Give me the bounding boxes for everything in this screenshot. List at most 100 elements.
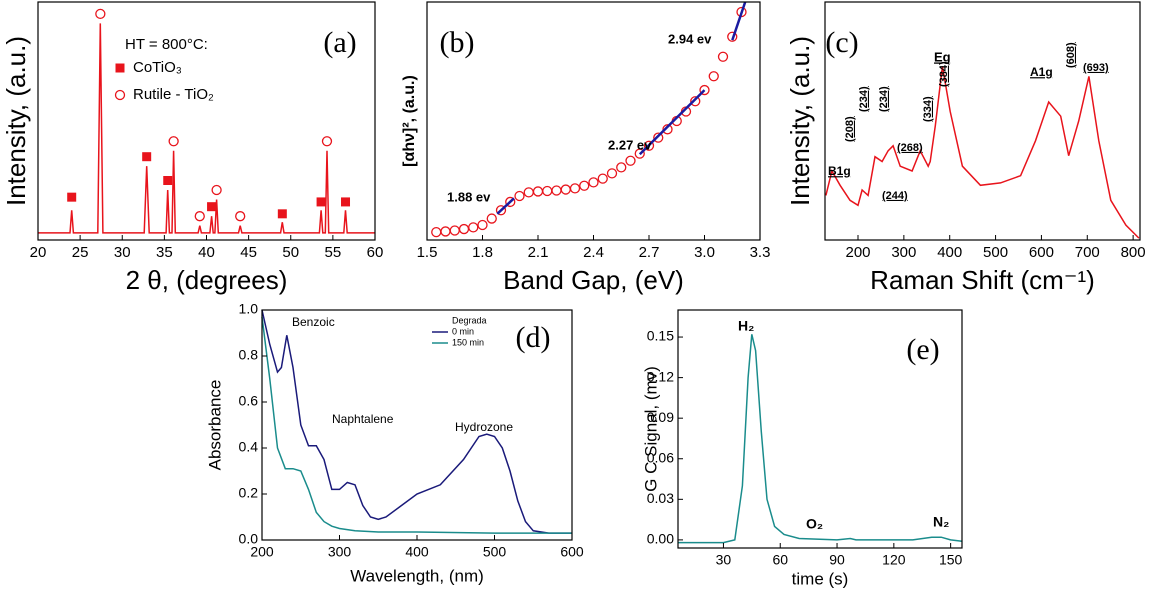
marker: [643, 140, 655, 151]
marker: [588, 177, 599, 188]
marker: [67, 192, 77, 202]
data-line: [731, 1, 747, 41]
marker: [168, 136, 179, 147]
x-axis-label: Raman Shift (cm⁻¹): [870, 265, 1095, 295]
legend-title: Degrada: [452, 315, 487, 325]
marker: [699, 84, 710, 96]
marker: [708, 71, 719, 82]
marker: [523, 187, 534, 198]
x-tick-label: 2.1: [528, 244, 549, 261]
annotation: 1.88 ev: [447, 189, 491, 204]
y-axis-label: Intensity, (a.u.): [785, 36, 815, 206]
y-tick-label: 0.4: [239, 439, 259, 455]
annotation: H₂: [738, 318, 754, 334]
data-line: [638, 89, 706, 156]
marker: [449, 225, 460, 236]
marker: [727, 31, 738, 42]
legend-swatch: [114, 89, 126, 101]
y-axis-label: G C Signal, (mv): [641, 366, 660, 492]
annotation: N₂: [933, 514, 949, 530]
annotation: Benzoic: [292, 315, 335, 329]
annotation: Hydrozone: [455, 420, 513, 434]
x-tick-label: 800: [1121, 244, 1146, 261]
marker: [597, 173, 608, 184]
x-tick-label: 40: [198, 244, 215, 261]
legend-label: Rutile - TiO₂: [133, 86, 214, 103]
x-tick-label: 300: [891, 244, 916, 261]
x-tick-label: 25: [72, 244, 89, 261]
x-axis-label: 2 θ, (degrees): [126, 265, 288, 295]
plot-frame: [677, 309, 963, 549]
marker: [440, 226, 451, 237]
annotation: B1g: [828, 164, 851, 178]
marker: [560, 184, 571, 195]
x-tick-label: 600: [560, 544, 584, 560]
x-tick-label: 55: [325, 244, 342, 261]
x-tick-label: 20: [30, 244, 47, 261]
marker: [316, 197, 326, 207]
x-tick-label: 35: [156, 244, 173, 261]
marker: [532, 186, 544, 197]
x-tick-label: 150: [939, 552, 963, 568]
legend-swatch: [115, 63, 125, 73]
y-tick-label: 0.12: [647, 368, 674, 384]
y-tick-label: 0.03: [647, 490, 674, 506]
annotation: O₂: [806, 516, 823, 532]
x-tick-label: 45: [240, 244, 257, 261]
data-line: [678, 334, 963, 544]
marker: [569, 183, 581, 194]
marker: [653, 132, 664, 143]
marker: [486, 213, 497, 224]
annotation: (244): [882, 190, 908, 202]
panel-label: (c): [825, 26, 858, 59]
marker: [321, 136, 333, 147]
x-tick-label: 30: [716, 552, 732, 568]
y-tick-label: 0.09: [647, 409, 674, 425]
x-axis-label: Wavelength, (nm): [350, 566, 484, 585]
legend-label: CoTiO₃: [133, 59, 182, 76]
x-tick-label: 2.4: [583, 244, 604, 261]
marker: [717, 51, 729, 62]
marker: [495, 205, 507, 216]
marker: [690, 96, 701, 107]
annotation: (608): [1065, 42, 1077, 68]
x-tick-label: 1.8: [472, 244, 493, 261]
x-axis-label: time (s): [792, 569, 849, 588]
panel-label: (a): [323, 26, 356, 59]
x-tick-label: 50: [282, 244, 299, 261]
y-tick-label: 0.00: [647, 531, 674, 547]
x-tick-label: 3.3: [750, 244, 771, 261]
marker: [468, 222, 479, 233]
marker: [341, 197, 351, 207]
legend-label: 0 min: [452, 326, 474, 336]
marker: [211, 184, 222, 196]
annotation: (208): [844, 116, 856, 142]
x-tick-label: 3.0: [694, 244, 715, 261]
y-tick-label: 0.8: [239, 347, 259, 363]
marker: [235, 211, 246, 222]
marker: [207, 202, 217, 212]
x-tick-label: 60: [367, 244, 384, 261]
marker: [142, 152, 152, 162]
marker: [542, 185, 553, 197]
legend-title: HT = 800°C:: [125, 36, 208, 53]
marker: [505, 196, 516, 208]
data-line: [496, 197, 515, 215]
data-line: [38, 23, 375, 234]
x-tick-label: 2.7: [639, 244, 660, 261]
annotation: A1g: [1030, 65, 1053, 79]
annotation: (234): [858, 86, 870, 112]
x-tick-label: 120: [882, 552, 906, 568]
annotation: 2.94 ev: [668, 31, 712, 46]
marker: [579, 180, 590, 191]
x-tick-label: 1.5: [417, 244, 438, 261]
panel-label: (e): [906, 333, 939, 366]
x-tick-label: 500: [483, 544, 507, 560]
marker: [606, 168, 618, 179]
y-tick-label: 0.15: [647, 328, 674, 344]
x-tick-label: 600: [1029, 244, 1054, 261]
marker: [514, 190, 525, 202]
annotation: (384): [938, 61, 950, 87]
y-axis-label: [αhν]², (a.u.): [401, 75, 418, 167]
y-axis-label: Intensity, (a.u.): [1, 36, 31, 206]
